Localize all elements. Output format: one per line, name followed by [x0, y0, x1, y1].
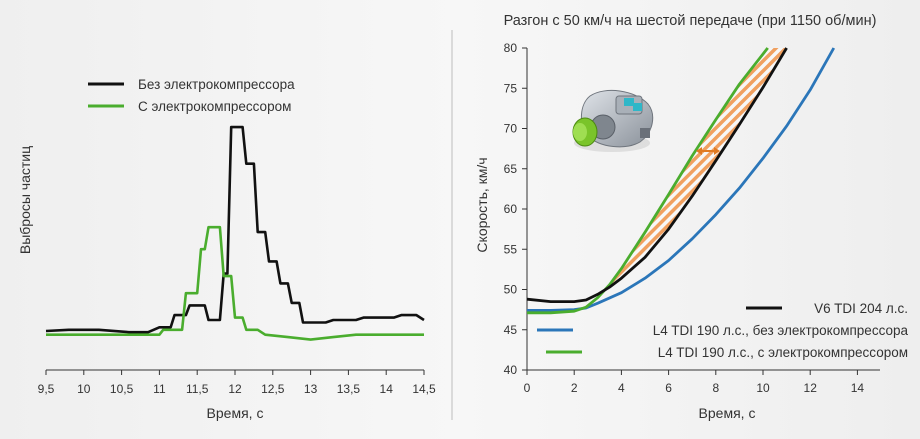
left-x-tick-label: 12 — [228, 382, 242, 396]
legend-label-l4-with: L4 TDI 190 л.с., с электрокомпрессором — [658, 345, 908, 360]
right-x-tick-label: 8 — [712, 381, 719, 395]
right-legend: V6 TDI 204 л.с. L4 TDI 190 л.с., без эле… — [537, 301, 908, 360]
legend-label-with-compressor: С электрокомпрессором — [138, 99, 291, 114]
right-y-tick-label: 55 — [504, 242, 518, 256]
right-y-tick-label: 50 — [504, 283, 518, 297]
right-series-group — [526, 47, 836, 315]
left-series-group — [45, 125, 425, 341]
left-x-tick-label: 14,5 — [412, 382, 436, 396]
emissions-chart: 9,5 10 10,5 11 11,5 12 12,5 13 13,5 14 14,5 Время,… — [17, 77, 436, 421]
right-y-tick-label: 75 — [504, 81, 518, 95]
delta-arrow — [696, 147, 720, 155]
improvement-hatch-area — [597, 48, 787, 298]
right-chart-title: Разгон с 50 км/ч на шестой передаче (при… — [504, 13, 877, 29]
right-y-tick-label: 70 — [504, 122, 518, 136]
acceleration-chart: Разгон с 50 км/ч на шестой передаче (при… — [474, 13, 908, 421]
legend-label-without-compressor: Без электрокомпрессора — [138, 77, 295, 92]
left-series-line-2 — [46, 225, 424, 341]
right-y-axis-title: Скорость, км/ч — [474, 157, 490, 252]
right-series-line-3 — [527, 47, 769, 315]
left-x-ticks: 9,5 10 10,5 11 11,5 12 12,5 13 13,5 14 14,5 — [38, 370, 436, 396]
right-x-axis-title: Время, с — [699, 405, 756, 421]
left-x-tick-label: 13,5 — [337, 382, 361, 396]
right-x-tick-label: 14 — [851, 381, 865, 395]
right-series-line-1 — [526, 47, 788, 303]
left-x-tick-label: 10,5 — [110, 382, 134, 396]
left-x-tick-label: 10 — [77, 382, 91, 396]
left-x-tick-label: 9,5 — [38, 382, 55, 396]
right-x-tick-label: 4 — [618, 381, 625, 395]
right-y-tick-label: 65 — [504, 162, 518, 176]
right-x-tick-label: 2 — [571, 381, 578, 395]
right-x-tick-label: 12 — [804, 381, 818, 395]
right-y-tick-label: 40 — [504, 363, 518, 377]
electric-compressor-illustration — [572, 90, 654, 152]
legend-label-l4-without: L4 TDI 190 л.с., без электрокомпрессора — [653, 323, 909, 338]
left-series-line-1 — [45, 125, 425, 334]
left-x-tick-label: 13 — [304, 382, 318, 396]
left-x-tick-label: 14 — [380, 382, 394, 396]
left-x-tick-label: 11,5 — [186, 382, 209, 396]
left-x-tick-label: 11 — [153, 382, 166, 396]
right-y-tick-label: 80 — [504, 41, 518, 55]
left-y-axis-title: Выбросы частиц — [17, 146, 33, 254]
left-legend: Без электрокомпрессора С электрокомпресс… — [88, 77, 295, 114]
right-y-tick-label: 60 — [504, 202, 518, 216]
right-x-tick-label: 6 — [665, 381, 672, 395]
left-x-axis-title: Время, с — [207, 405, 264, 421]
left-x-tick-label: 12,5 — [261, 382, 285, 396]
legend-label-v6: V6 TDI 204 л.с. — [814, 301, 908, 316]
right-x-tick-label: 10 — [756, 381, 770, 395]
right-y-tick-label: 45 — [504, 323, 518, 337]
right-x-tick-label: 0 — [524, 381, 531, 395]
right-ticks: 0 2 4 6 8 10 12 14 40 45 50 55 60 65 70 75 80 — [504, 41, 865, 395]
